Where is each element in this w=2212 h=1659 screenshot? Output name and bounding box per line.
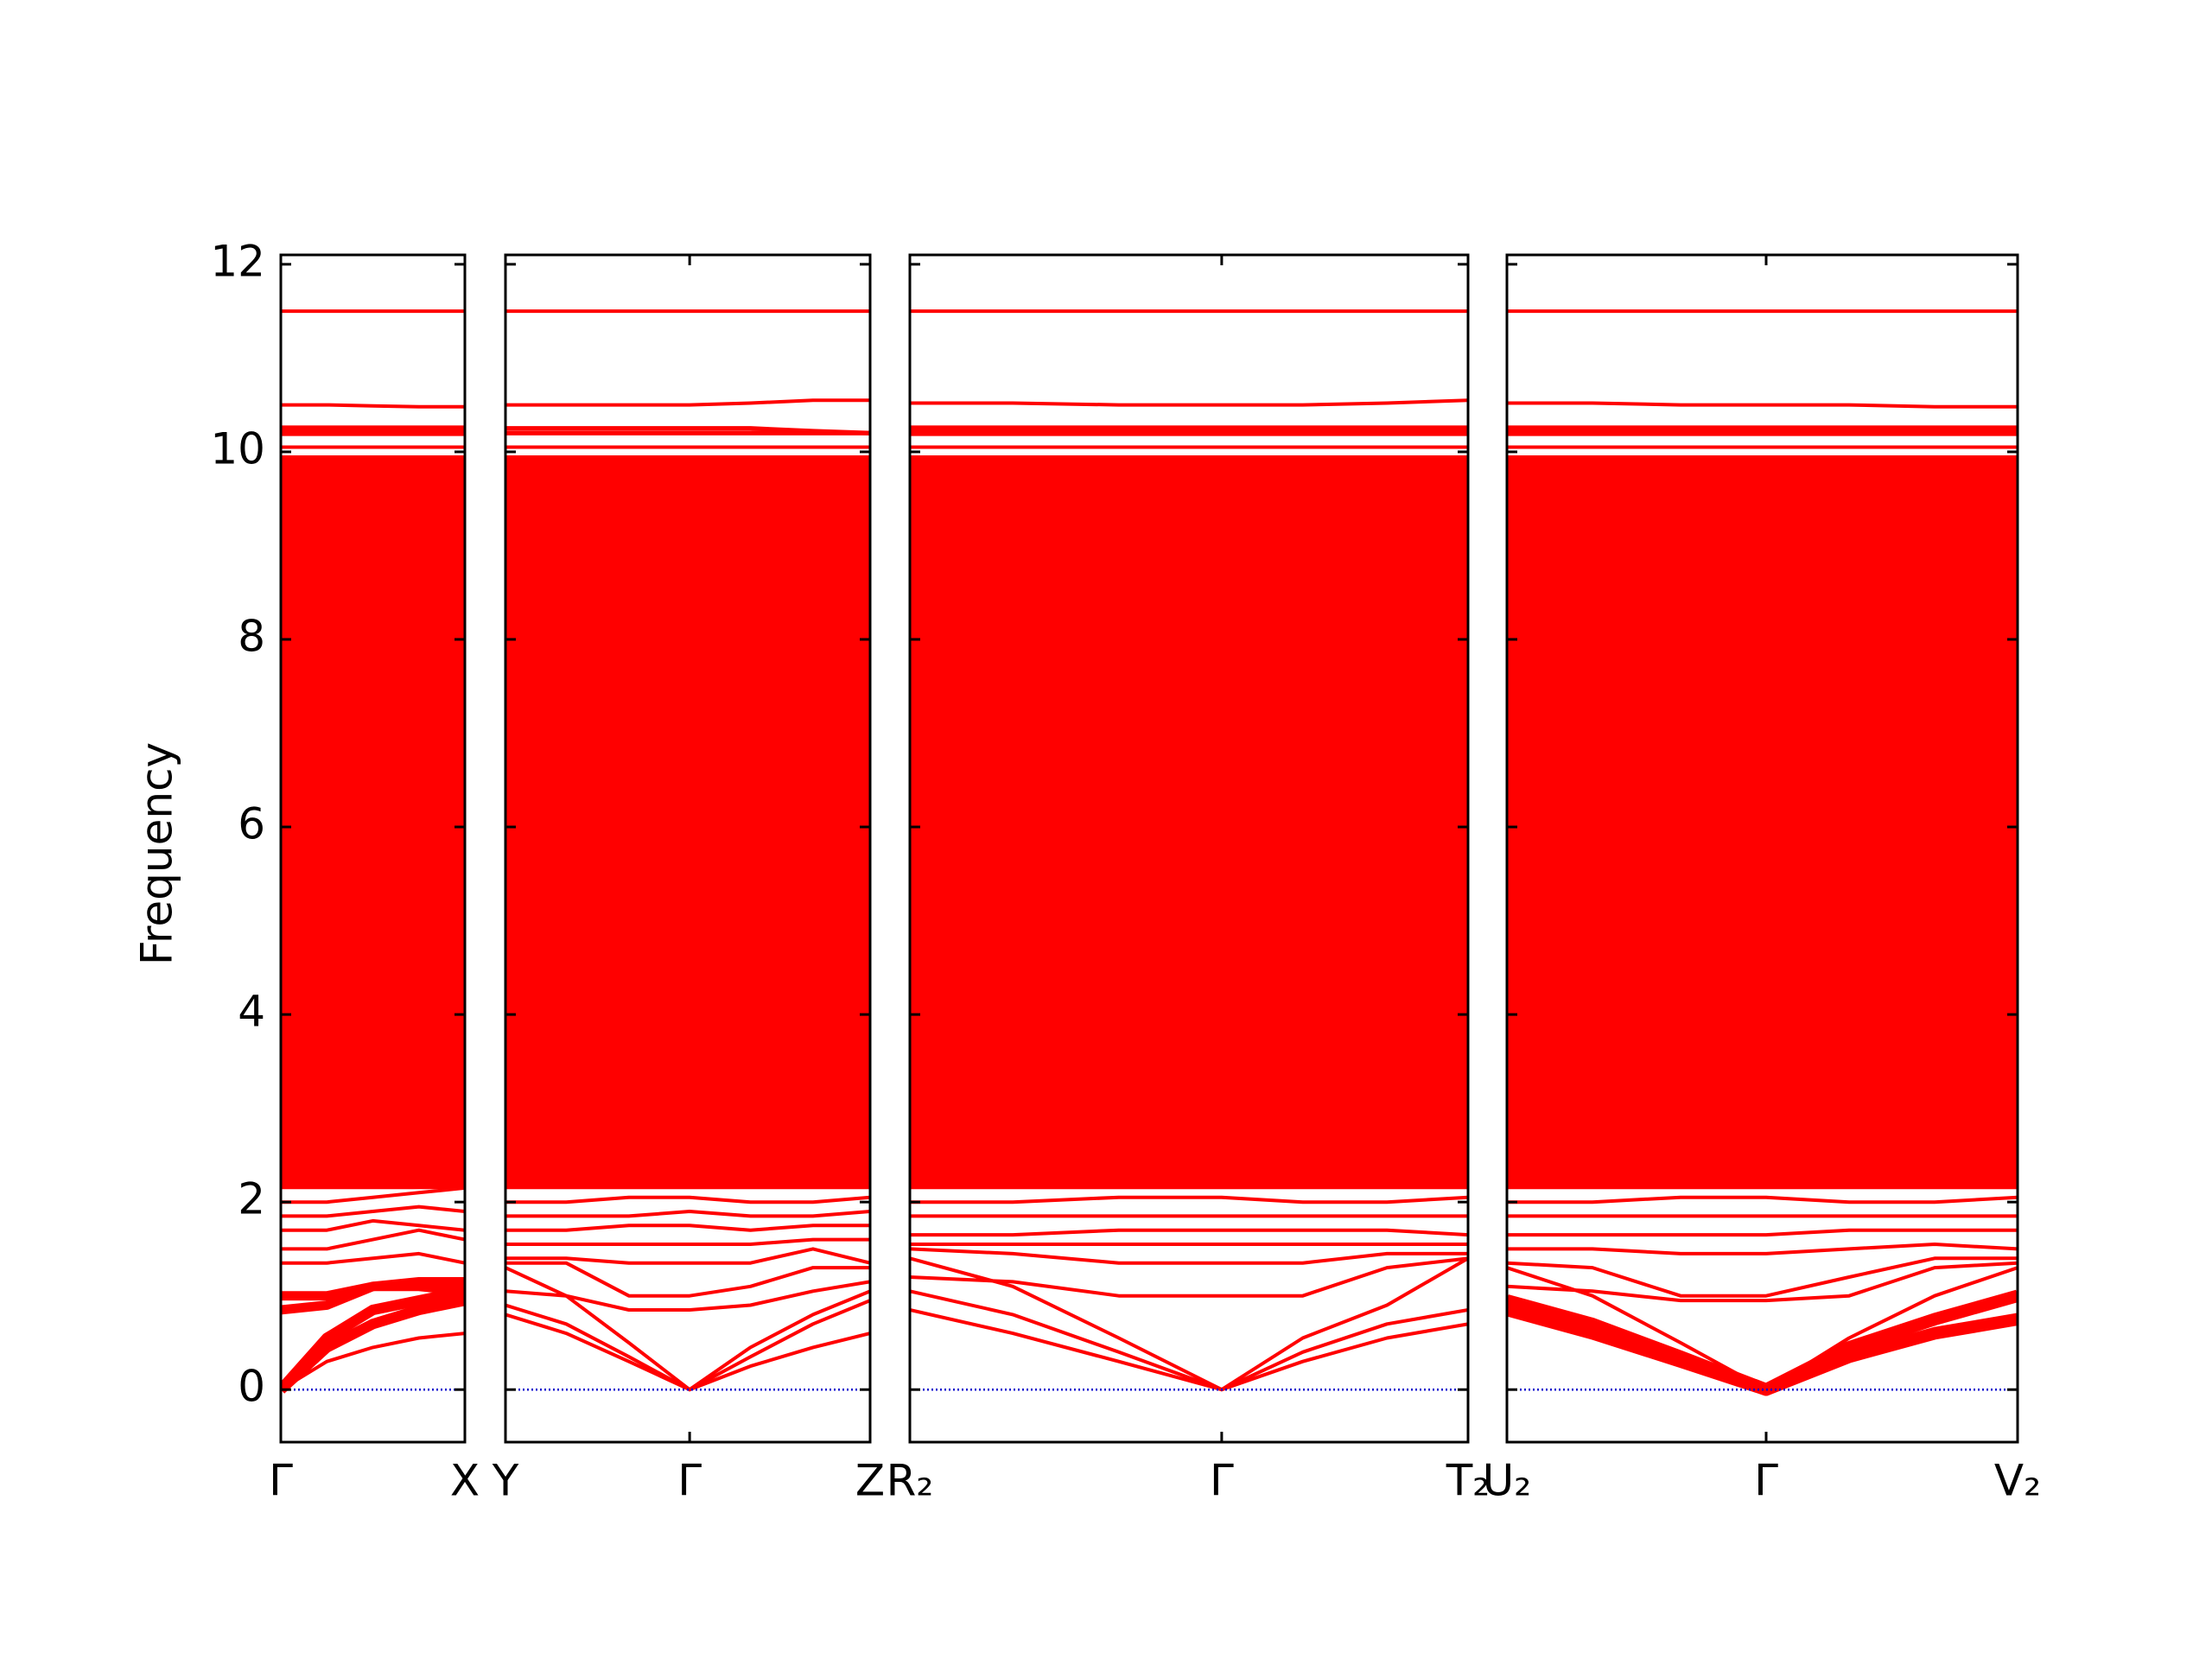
band: [281, 1185, 465, 1205]
band: [505, 1210, 870, 1218]
x-tick-label: R₂: [887, 1456, 934, 1506]
y-tick-label: 4: [238, 987, 265, 1037]
band: [1507, 1228, 2018, 1237]
plot-frame: [504, 253, 872, 1444]
band: [505, 426, 870, 435]
band: [1507, 1243, 2018, 1255]
band: [505, 1313, 870, 1392]
band: [910, 1195, 1468, 1205]
band: [1507, 1256, 2018, 1298]
band: [505, 1224, 870, 1232]
band: [505, 1266, 870, 1392]
x-tick-label: V₂: [1994, 1456, 2041, 1506]
band: [910, 398, 1468, 407]
band: [505, 1237, 870, 1246]
band: [281, 1205, 465, 1218]
band: [281, 1332, 465, 1391]
plot-frame: [1505, 253, 2019, 1444]
x-tick-label: Y: [492, 1456, 519, 1506]
band: [1507, 1261, 2018, 1303]
band: [505, 398, 870, 407]
x-tick-label: T₂: [1446, 1456, 1491, 1506]
x-tick-label: Γ: [269, 1456, 293, 1506]
band: [910, 1247, 1468, 1265]
plot-frame: [279, 253, 467, 1444]
band: [910, 1256, 1468, 1298]
band: [1507, 1289, 2018, 1396]
x-tick-label: Z: [855, 1456, 885, 1506]
x-tick-label: Γ: [677, 1456, 702, 1506]
band: [910, 1228, 1468, 1237]
band: [505, 1195, 870, 1205]
band: [281, 1228, 465, 1251]
x-tick-label: U₂: [1483, 1456, 1532, 1506]
y-tick-label: 6: [238, 799, 265, 849]
y-tick-label: 10: [210, 423, 265, 474]
band: [505, 1261, 870, 1298]
band: [281, 1276, 465, 1301]
x-tick-label: Γ: [1210, 1456, 1234, 1506]
band: [281, 1286, 465, 1394]
band: [1507, 401, 2018, 409]
plot-frame: [908, 253, 1470, 1444]
band: [281, 1251, 465, 1265]
band: [505, 1280, 870, 1312]
y-tick-label: 12: [210, 236, 265, 286]
y-tick-label: 0: [238, 1362, 265, 1412]
band: [1507, 1195, 2018, 1205]
band: [281, 403, 465, 409]
band: [281, 1218, 465, 1232]
y-tick-label: 8: [238, 611, 265, 661]
y-tick-label: 2: [238, 1174, 265, 1224]
x-tick-label: Γ: [1754, 1456, 1778, 1506]
band: [505, 1247, 870, 1265]
x-tick-label: X: [450, 1456, 480, 1506]
y-axis-label: Frequency: [132, 742, 182, 965]
